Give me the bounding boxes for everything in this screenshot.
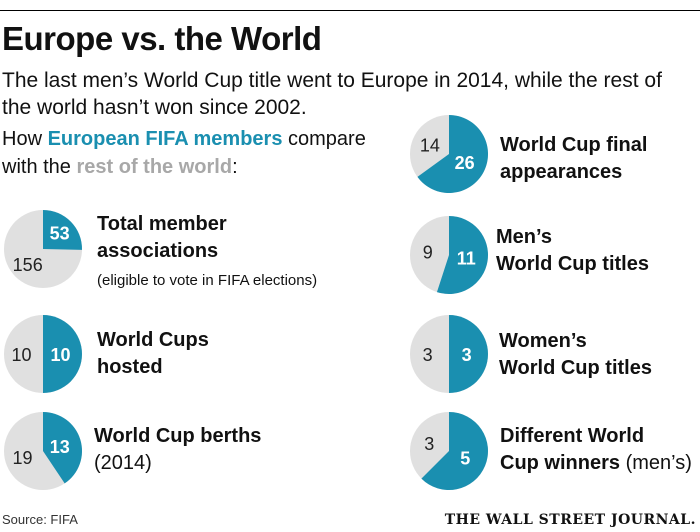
pie-value-rest-women-s-world-cup-titles: 3 — [423, 345, 433, 365]
pie-label-different-winners: Different World Cup winners (men’s) — [500, 425, 692, 474]
legend-rest: rest of the world — [76, 156, 233, 178]
pie-value-europe-different-world-cup-winners: 5 — [460, 449, 470, 469]
pie-slice-europe-men-s-world-cup-titles — [436, 215, 489, 295]
pie-slice-europe-women-s-world-cup-titles — [449, 315, 488, 393]
intro-prefix: How — [2, 128, 48, 150]
chart-subtitle: The last men’s World Cup title went to E… — [2, 69, 662, 119]
pie-value-rest-different-world-cup-winners: 3 — [424, 434, 434, 454]
pie-value-rest-world-cup-berths-2014: 19 — [12, 448, 32, 468]
pie-label-world-cups-hosted: World Cups hosted — [97, 329, 209, 378]
pie-label-final-appearances: World Cup final appearances — [500, 134, 648, 183]
pie-slice-europe-world-cup-final-appearances — [417, 115, 489, 194]
pie-value-europe-total-member-associations: 53 — [50, 224, 70, 244]
pie-label-womens-titles: Women’s World Cup titles — [499, 330, 652, 379]
pie-slice-europe-world-cups-hosted — [43, 315, 82, 393]
publisher-logo: THE WALL STREET JOURNAL. — [444, 512, 696, 528]
pie-slice-europe-total-member-associations — [43, 210, 82, 250]
intro-middle: compare with the — [2, 128, 366, 178]
pie-slice-europe-world-cup-berths-2014 — [43, 412, 83, 484]
pie-value-europe-world-cup-berths-2014: 13 — [50, 437, 70, 457]
pie-value-rest-world-cups-hosted: 10 — [11, 345, 31, 365]
source-note: Source: FIFA — [2, 512, 78, 527]
pie-value-rest-men-s-world-cup-titles: 9 — [423, 243, 433, 263]
pie-slice-europe-different-world-cup-winners — [421, 412, 488, 490]
pie-value-europe-men-s-world-cup-titles: 11 — [457, 249, 476, 269]
pie-note-member-associations: (eligible to vote in FIFA elections) — [97, 272, 318, 289]
pie-value-europe-women-s-world-cup-titles: 3 — [462, 345, 472, 365]
legend-europe: European FIFA members — [47, 128, 283, 150]
pie-value-europe-world-cup-final-appearances: 26 — [455, 153, 475, 173]
pie-value-europe-world-cups-hosted: 10 — [50, 345, 70, 365]
chart-title: Europe vs. the World — [2, 20, 322, 57]
intro-suffix: : — [232, 156, 238, 178]
pie-value-rest-world-cup-final-appearances: 14 — [420, 135, 440, 155]
pie-label-world-cup-berths: World Cup berths (2014) — [94, 425, 262, 474]
intro-text: How European FIFA members compare with t… — [2, 125, 402, 181]
pie-label-mens-titles: Men’s World Cup titles — [496, 226, 649, 275]
top-rule — [0, 10, 700, 11]
pie-value-rest-total-member-associations: 156 — [13, 255, 43, 275]
pie-label-member-associations: Total member associations — [97, 213, 227, 262]
